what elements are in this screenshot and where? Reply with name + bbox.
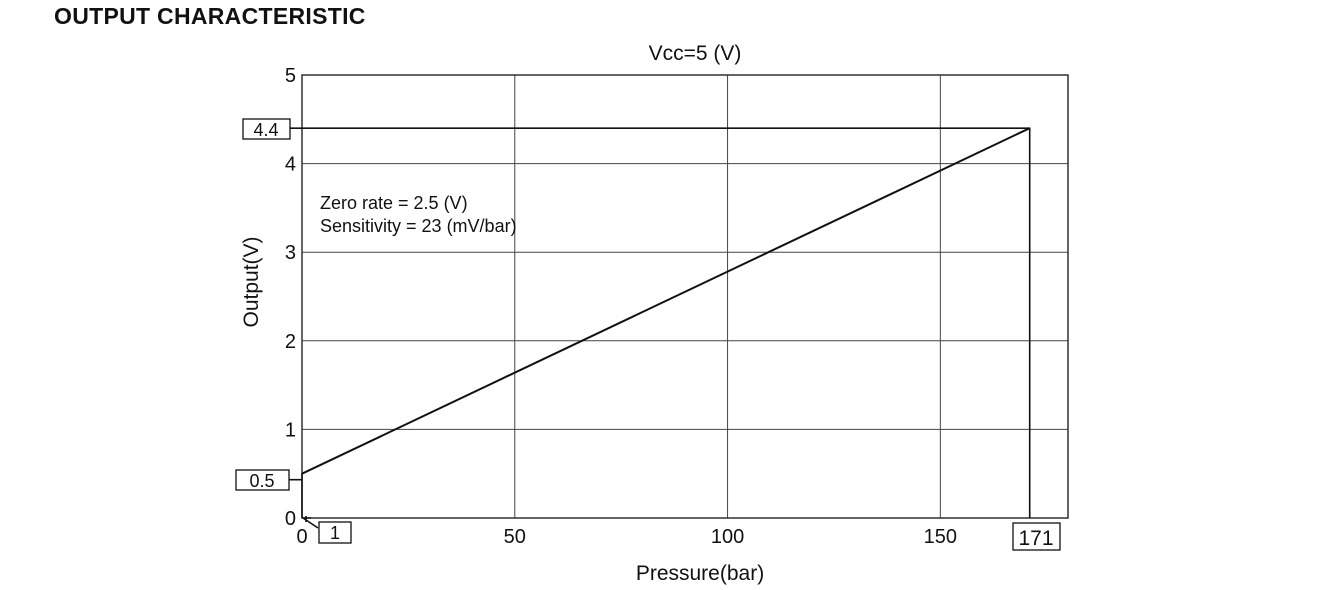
x-tick-labels: 0 50 100 150 xyxy=(296,526,957,548)
y-tick-labels: 0 1 2 3 4 5 xyxy=(285,65,296,530)
series-line-0 xyxy=(301,127,1031,475)
y-low-marker-label: 0.5 xyxy=(249,471,274,491)
chart-subtitle: Vcc=5 (V) xyxy=(649,42,742,65)
y-axis-label: Output(V) xyxy=(240,236,263,327)
plot-frame xyxy=(301,74,1069,519)
y-tick-label-4: 4 xyxy=(285,154,296,176)
y-low-marker: 0.5 xyxy=(235,469,290,491)
y-tick-label-2: 2 xyxy=(285,331,296,353)
sensitivity-annotation: Sensitivity = 23 (mV/bar) xyxy=(320,216,517,236)
zero-rate-annotation: Zero rate = 2.5 (V) xyxy=(320,193,468,213)
x-axis-label: Pressure(bar) xyxy=(636,562,764,585)
y-tick-label-1: 1 xyxy=(285,419,296,441)
x-tick-label-0: 0 xyxy=(296,526,307,548)
x-tick-label-1: 50 xyxy=(504,526,526,548)
series-point-0-0 xyxy=(301,472,303,475)
y-high-marker: 4.4 xyxy=(242,118,291,140)
y-high-marker-label: 4.4 xyxy=(253,120,278,140)
y-tick-label-3: 3 xyxy=(285,242,296,264)
y-tick-label-0: 0 xyxy=(285,508,296,530)
x-tick-label-3: 150 xyxy=(924,526,957,548)
x-low-marker-pointer xyxy=(302,516,319,529)
x-tick-label-2: 100 xyxy=(711,526,744,548)
series-point-0-1 xyxy=(1028,127,1031,129)
grid-lines xyxy=(302,75,1068,518)
page-title: OUTPUT CHARACTERISTIC xyxy=(54,3,366,29)
guide-lines xyxy=(289,127,1031,518)
x-low-marker-label: 1 xyxy=(330,523,340,543)
x-high-marker-label: 171 xyxy=(1018,527,1053,550)
x-low-marker: 1 xyxy=(318,521,352,544)
x-high-marker: 171 xyxy=(1012,522,1061,551)
y-tick-label-5: 5 xyxy=(285,65,296,87)
series-layer xyxy=(301,127,1031,475)
